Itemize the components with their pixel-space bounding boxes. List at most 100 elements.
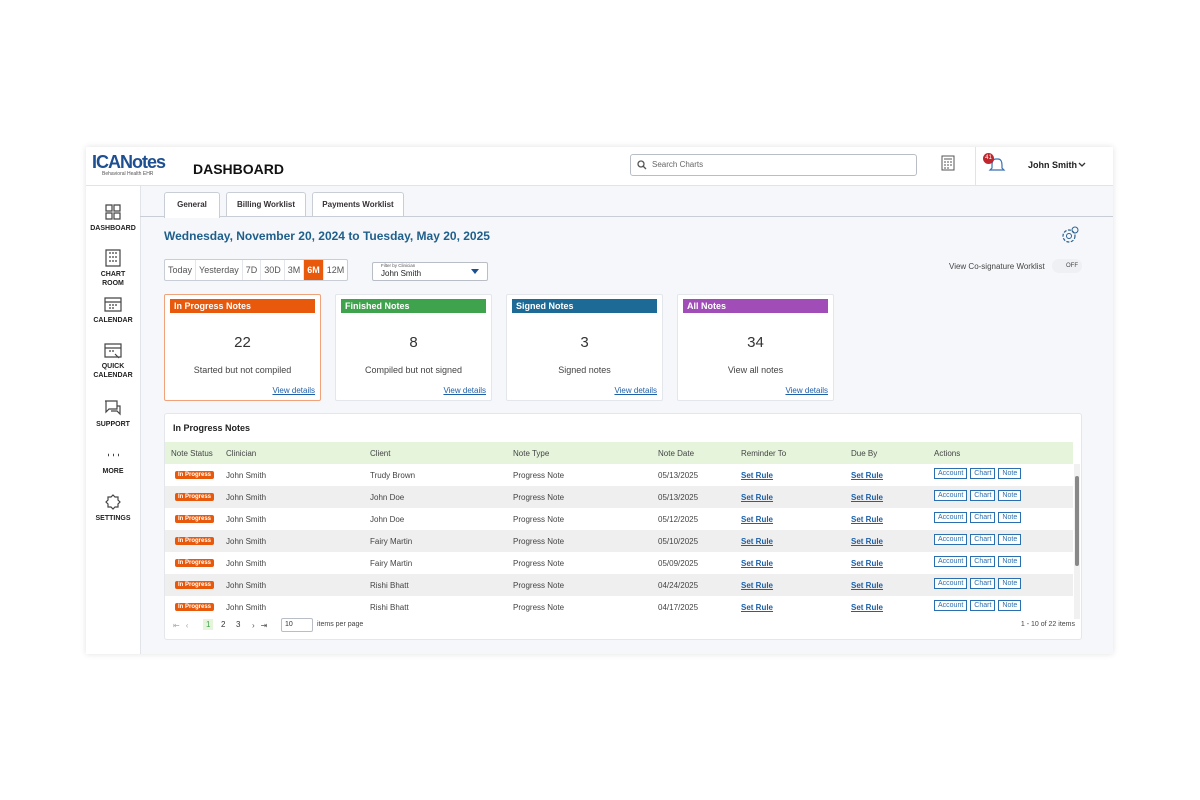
summary-card[interactable]: Signed Notes 3 Signed notes View details <box>506 294 663 401</box>
cosignature-toggle[interactable]: OFF <box>1052 259 1082 273</box>
action-button[interactable]: Note <box>998 512 1022 523</box>
action-button[interactable]: Account <box>934 600 968 611</box>
set-rule-link[interactable]: Set Rule <box>741 581 774 590</box>
range-button[interactable]: Yesterday <box>195 260 242 280</box>
card-link[interactable]: View details <box>272 386 315 395</box>
set-rule-link[interactable]: Set Rule <box>851 559 884 568</box>
user-caret <box>1078 162 1086 167</box>
tab[interactable]: Billing Worklist <box>226 192 306 217</box>
logo[interactable]: ICANotes <box>92 152 166 172</box>
action-button[interactable]: Note <box>998 600 1022 611</box>
action-button[interactable]: Chart <box>970 578 996 589</box>
sidebar-item[interactable]: SUPPORT <box>86 398 140 429</box>
page-number[interactable]: 2 <box>221 620 226 629</box>
range-button[interactable]: 12M <box>322 260 348 280</box>
sidebar-item[interactable]: MORE <box>86 445 140 476</box>
range-button[interactable]: 7D <box>241 260 261 280</box>
table-cell: Progress Note <box>513 493 565 502</box>
table-cell: Rishi Bhatt <box>370 581 409 590</box>
action-button[interactable]: Chart <box>970 534 996 545</box>
settings-gear[interactable] <box>1059 225 1081 245</box>
action-button[interactable]: Chart <box>970 556 996 567</box>
sidebar-item[interactable]: QUICK CALENDAR <box>86 340 140 380</box>
column-header: Note Date <box>658 449 695 458</box>
sidebar-label: MORE <box>102 468 124 475</box>
action-button[interactable]: Account <box>934 468 968 479</box>
card-link[interactable]: View details <box>443 386 486 395</box>
sidebar-icon <box>105 249 121 267</box>
user-name[interactable]: John Smith <box>1028 160 1077 170</box>
action-button[interactable]: Note <box>998 490 1022 501</box>
range-button[interactable]: 3M <box>283 260 304 280</box>
search-placeholder: Search Charts <box>652 160 704 169</box>
action-button[interactable]: Account <box>934 512 968 523</box>
action-button[interactable]: Chart <box>970 490 996 501</box>
sidebar: DASHBOARD CHART ROOM CALENDAR QUICK CALENDA… <box>86 186 141 654</box>
table-cell: John Smith <box>226 603 267 612</box>
card-title: Finished Notes <box>341 299 486 313</box>
action-button[interactable]: Note <box>998 468 1022 479</box>
table-cell: John Smith <box>226 493 267 502</box>
action-button[interactable]: Chart <box>970 512 996 523</box>
tab[interactable]: Payments Worklist <box>312 192 404 217</box>
summary-card[interactable]: Finished Notes 8 Compiled but not signed Vi… <box>335 294 492 401</box>
page-number[interactable]: 1 <box>203 619 214 630</box>
page-size-select[interactable]: 10 <box>281 618 313 632</box>
sidebar-item[interactable]: CALENDAR <box>86 294 140 325</box>
sidebar-item[interactable]: DASHBOARD <box>86 202 140 233</box>
range-button[interactable]: Today <box>168 265 193 275</box>
action-button[interactable]: Note <box>998 534 1022 545</box>
page-number[interactable]: 3 <box>236 620 241 629</box>
action-button[interactable]: Account <box>934 556 968 567</box>
action-button[interactable]: Account <box>934 490 968 501</box>
set-rule-link[interactable]: Set Rule <box>741 559 774 568</box>
scrollbar-thumb[interactable] <box>1075 476 1079 566</box>
table-row <box>165 530 1073 552</box>
set-rule-link[interactable]: Set Rule <box>851 471 884 480</box>
tab[interactable]: General <box>164 192 220 218</box>
action-button[interactable]: Chart <box>970 468 996 479</box>
set-rule-link[interactable]: Set Rule <box>851 515 884 524</box>
clinician-filter[interactable]: Filter by Clinician John Smith <box>372 262 488 281</box>
table-row <box>165 486 1073 508</box>
card-description: Signed notes <box>558 365 611 375</box>
set-rule-link[interactable]: Set Rule <box>741 493 774 502</box>
pager-nav[interactable]: ⇤‹ <box>173 621 195 630</box>
pager-nav[interactable]: ›⇥ <box>252 621 274 630</box>
calculator-icon[interactable] <box>941 155 955 171</box>
range-button[interactable]: 30D <box>260 260 284 280</box>
card-link[interactable]: View details <box>614 386 657 395</box>
set-rule-link[interactable]: Set Rule <box>851 603 884 612</box>
column-header: Clinician <box>226 449 257 458</box>
set-rule-link[interactable]: Set Rule <box>851 537 884 546</box>
action-button[interactable]: Account <box>934 534 968 545</box>
set-rule-link[interactable]: Set Rule <box>851 581 884 590</box>
action-button[interactable]: Chart <box>970 600 996 611</box>
summary-card[interactable]: In Progress Notes 22 Started but not compi… <box>164 294 321 401</box>
header: ICANotes Behavioral Health EHR DASHBOARD… <box>86 147 1113 186</box>
card-count: 8 <box>409 334 418 351</box>
action-button[interactable]: Note <box>998 578 1022 589</box>
card-title: Signed Notes <box>512 299 657 313</box>
set-rule-link[interactable]: Set Rule <box>741 537 774 546</box>
sidebar-item[interactable]: SETTINGS <box>86 492 140 523</box>
row-actions: Account Chart Note <box>934 578 1024 589</box>
table-row <box>165 552 1073 574</box>
set-rule-link[interactable]: Set Rule <box>851 493 884 502</box>
table-cell: John Smith <box>226 559 267 568</box>
set-rule-link[interactable]: Set Rule <box>741 471 774 480</box>
search-box[interactable]: Search Charts <box>630 154 917 176</box>
table-cell: 04/17/2025 <box>658 603 699 612</box>
table-cell: 05/10/2025 <box>658 537 699 546</box>
action-button[interactable]: Note <box>998 556 1022 567</box>
table-cell: John Smith <box>226 515 267 524</box>
action-button[interactable]: Account <box>934 578 968 589</box>
range-button[interactable]: 6M <box>303 260 323 280</box>
sidebar-item[interactable]: CHART ROOM <box>86 248 140 288</box>
table-cell: 05/12/2025 <box>658 515 699 524</box>
summary-card[interactable]: All Notes 34 View all notes View details <box>677 294 834 401</box>
set-rule-link[interactable]: Set Rule <box>741 515 774 524</box>
card-link[interactable]: View details <box>785 386 828 395</box>
set-rule-link[interactable]: Set Rule <box>741 603 774 612</box>
